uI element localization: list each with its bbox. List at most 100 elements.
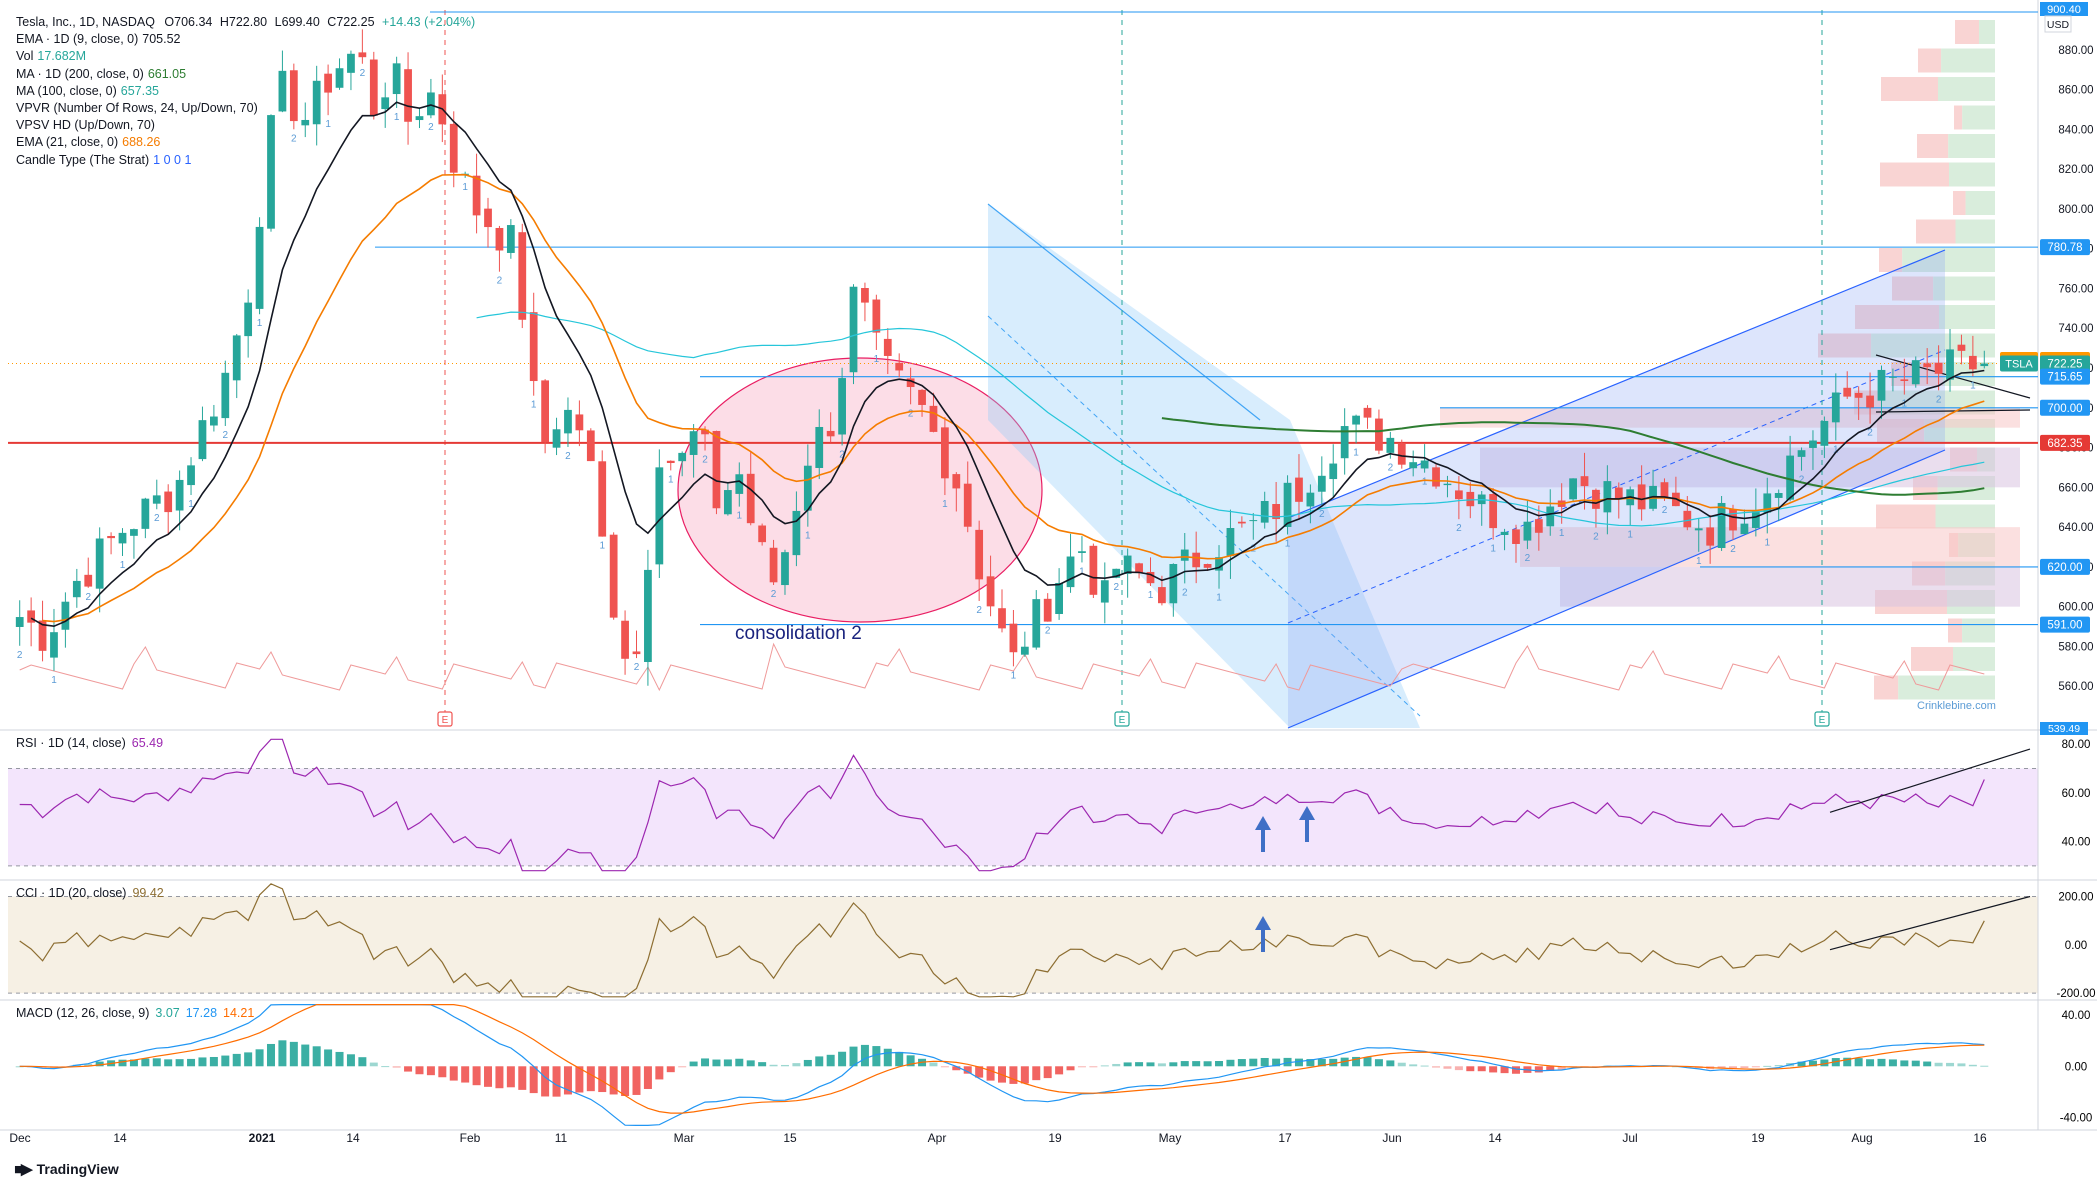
strat-label: 1 (1490, 544, 1496, 555)
candle-body (96, 539, 104, 589)
time-tick-label: 19 (1048, 1131, 1062, 1145)
candle: 2 (1044, 593, 1052, 637)
macd-histogram-bar (198, 1057, 206, 1066)
macd-histogram-bar (667, 1066, 675, 1072)
candle-body (724, 490, 732, 514)
candle-body (587, 430, 595, 461)
candle (1718, 496, 1726, 551)
rsi-tick-label: 80.00 (2062, 739, 2091, 751)
macd-histogram-bar (758, 1062, 766, 1066)
price-tag-label: 700.00 (2047, 403, 2082, 415)
macd-histogram-bar (1946, 1063, 1954, 1066)
candle-body (1923, 363, 1931, 367)
candle-body (164, 492, 172, 513)
ohlc-high: H722.80 (220, 15, 267, 29)
macd-histogram-bar (701, 1058, 709, 1066)
volume-profile-up (1962, 619, 1995, 643)
candle-body (1010, 624, 1018, 653)
candle-body (530, 312, 538, 381)
rsi-tick-label: 60.00 (2062, 788, 2091, 800)
ohlc-low: L699.40 (275, 15, 320, 29)
candle-body (918, 390, 926, 405)
candle-body (1592, 490, 1600, 509)
macd-histogram-bar (1386, 1060, 1394, 1066)
strat-label: 2 (1799, 475, 1805, 486)
strat-label: 1 (1970, 380, 1976, 391)
candle-body (496, 228, 504, 250)
candle-body (1295, 478, 1303, 502)
strat-label: 1 (1764, 537, 1770, 548)
strat-label: 1 (805, 531, 811, 542)
candle-body (1706, 527, 1714, 545)
macd-histogram-bar (1421, 1066, 1429, 1067)
strat-label: 2 (634, 662, 640, 673)
candle-body (1820, 421, 1828, 446)
strat-label: 2 (1593, 532, 1599, 543)
macd-histogram-bar (781, 1065, 789, 1066)
indicator-ma200[interactable]: MA · 1D (200, close, 0) 661.05 (16, 66, 475, 83)
candle-body (895, 363, 903, 371)
indicator-ma100[interactable]: MA (100, close, 0) 657.35 (16, 83, 475, 100)
candle (655, 449, 663, 578)
candle-body (1912, 360, 1920, 384)
candle-body (838, 378, 846, 434)
volume-profile-down (1948, 619, 1962, 643)
earnings-marker-letter: E (1119, 715, 1126, 726)
indicator-candle-type[interactable]: Candle Type (The Strat) 1 0 0 1 (16, 152, 475, 169)
price-tick-label: 660.00 (2058, 482, 2093, 494)
strat-label: 2 (1936, 394, 1942, 405)
candle-body (62, 602, 70, 630)
price-tick-label: 880.00 (2058, 45, 2093, 57)
candle-body (50, 632, 58, 657)
candle-body (815, 427, 823, 468)
volume-profile-down (1880, 163, 1949, 187)
tradingview-brand[interactable]: ■▶ TradingView (14, 1160, 119, 1178)
macd-histogram-bar (301, 1045, 309, 1067)
macd-histogram-bar (1238, 1059, 1246, 1066)
candle-body (941, 427, 949, 478)
candle-body (73, 581, 81, 597)
candle-body (1181, 550, 1189, 561)
macd-histogram-bar (1021, 1066, 1029, 1083)
macd-histogram-bar (507, 1066, 515, 1087)
candle-body (690, 431, 698, 455)
macd-histogram-bar (473, 1066, 481, 1085)
strat-label: 1 (120, 560, 126, 571)
candle-body (141, 499, 149, 529)
indicator-vpvr[interactable]: VPVR (Number Of Rows, 24, Up/Down, 70) (16, 100, 475, 117)
indicator-volume[interactable]: Vol 17.682M (16, 48, 475, 65)
candle-body (644, 570, 652, 662)
indicator-vpsv[interactable]: VPSV HD (Up/Down, 70) (16, 117, 475, 134)
macd-histogram-bar (1409, 1064, 1417, 1066)
candle-body (1798, 450, 1806, 457)
price-tick-label: 800.00 (2058, 204, 2093, 216)
candle-body (1569, 478, 1577, 499)
macd-histogram-bar (1455, 1066, 1463, 1070)
candle-body (1546, 506, 1554, 526)
candle-body (1501, 532, 1509, 535)
candle-body (541, 380, 549, 442)
candle-body (1078, 551, 1086, 553)
rsi-legend[interactable]: RSI · 1D (14, close) 65.49 (16, 736, 163, 750)
time-tick-label: Apr (928, 1131, 947, 1145)
candle-body (1444, 484, 1452, 485)
macd-histogram-bar (461, 1066, 469, 1082)
candle-body (187, 465, 195, 485)
volume-profile-up (1979, 20, 1995, 44)
macd-histogram-bar (450, 1066, 458, 1080)
candle-body (233, 335, 241, 380)
macd-legend[interactable]: MACD (12, 26, close, 9) 3.07 17.28 14.21 (16, 1006, 254, 1020)
time-tick-label: 14 (1488, 1131, 1502, 1145)
time-tick-label: Jun (1382, 1131, 1401, 1145)
macd-histogram-bar (1364, 1057, 1372, 1066)
price-bottom-label: 539.49 (2048, 723, 2080, 735)
indicator-ema9[interactable]: EMA · 1D (9, close, 0) 705.52 (16, 31, 475, 48)
cci-legend[interactable]: CCI · 1D (20, close) 99.42 (16, 886, 164, 900)
indicator-ema21[interactable]: EMA (21, close, 0) 688.26 (16, 134, 475, 151)
macd-histogram-bar (1204, 1061, 1212, 1066)
macd-histogram-bar (1957, 1063, 1965, 1066)
strat-label: 1 (531, 400, 537, 411)
candle (713, 431, 721, 514)
macd-histogram-bar (1443, 1066, 1451, 1068)
